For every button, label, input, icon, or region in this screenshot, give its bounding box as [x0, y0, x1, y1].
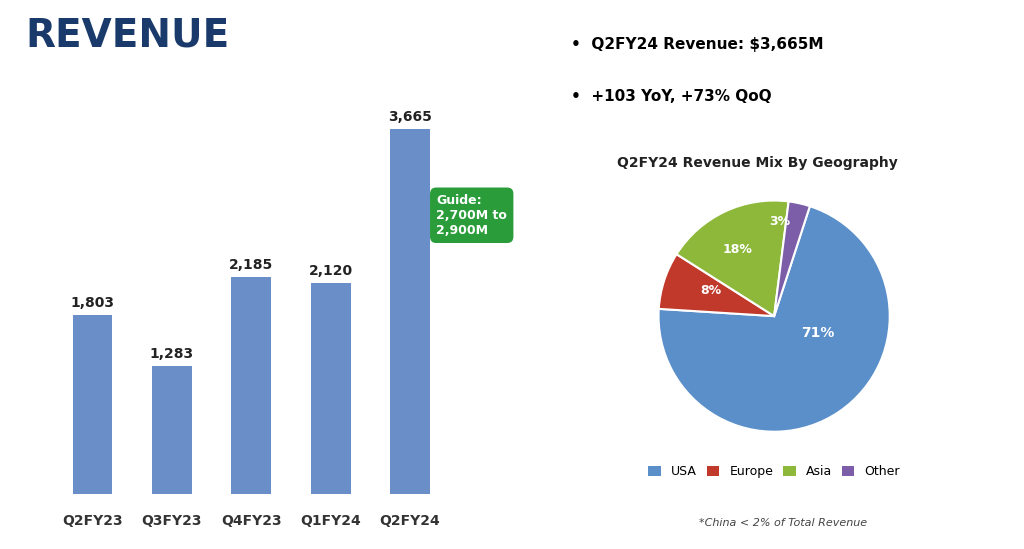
Text: *China < 2% of Total Revenue: *China < 2% of Total Revenue [699, 518, 867, 528]
Bar [311, 283, 350, 494]
Text: Q1FY24: Q1FY24 [300, 514, 361, 528]
Text: REVENUE: REVENUE [26, 16, 229, 54]
Text: Q2FY23: Q2FY23 [62, 514, 123, 528]
Text: Q4FY23: Q4FY23 [221, 514, 282, 528]
Text: •  +103 YoY, +73% QoQ: • +103 YoY, +73% QoQ [571, 89, 772, 104]
Text: 2,185: 2,185 [229, 257, 273, 272]
Text: 3,665: 3,665 [388, 110, 432, 124]
Text: 2,120: 2,120 [308, 264, 352, 278]
Text: Q2FY24: Q2FY24 [380, 514, 440, 528]
Text: Q2FY24 Revenue Mix By Geography: Q2FY24 Revenue Mix By Geography [617, 156, 898, 170]
Bar [231, 277, 271, 494]
Text: Q3FY23: Q3FY23 [141, 514, 202, 528]
Text: •  Q2FY24 Revenue: $3,665M: • Q2FY24 Revenue: $3,665M [571, 37, 824, 53]
Text: 1,803: 1,803 [71, 295, 115, 310]
Bar [153, 366, 191, 494]
Bar [73, 315, 113, 494]
Text: 1,283: 1,283 [150, 348, 194, 361]
Bar [390, 129, 430, 494]
Text: Guide:
2,700M to
2,900M: Guide: 2,700M to 2,900M [436, 194, 507, 237]
